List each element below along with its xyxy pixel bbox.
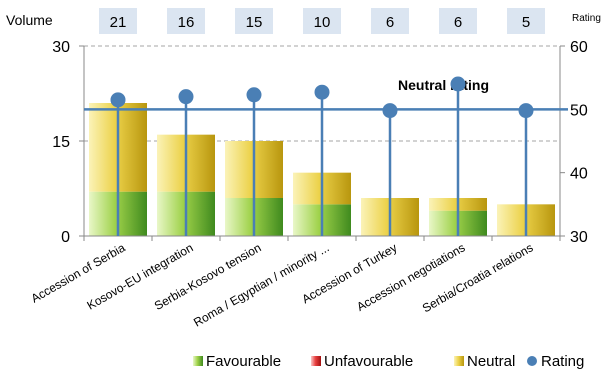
volume-total: 16 xyxy=(178,14,195,31)
legend-label-neutral: Neutral xyxy=(467,353,515,370)
right-tick-label: 30 xyxy=(570,229,588,246)
volume-total: 6 xyxy=(386,14,394,31)
volume-total-box xyxy=(235,8,273,34)
legend-swatch-neutral xyxy=(454,356,464,366)
right-tick-label: 40 xyxy=(570,166,588,183)
left-axis-ticks: 0 15 30 xyxy=(52,39,84,246)
volume-total: 21 xyxy=(110,14,127,31)
volume-total-box xyxy=(99,8,137,34)
left-tick-label: 0 xyxy=(61,229,70,246)
x-axis-label: Accession negotiations xyxy=(354,240,467,313)
legend-label-favourable: Favourable xyxy=(206,353,281,370)
legend-swatch-unfavourable xyxy=(311,356,321,366)
right-tick-label: 50 xyxy=(570,102,588,119)
volume-total: 10 xyxy=(314,14,331,31)
volume-total-box xyxy=(507,8,545,34)
right-tick-label: 60 xyxy=(570,39,588,56)
legend-swatch-rating xyxy=(527,356,537,366)
legend-label-rating: Rating xyxy=(541,353,584,370)
left-tick-label: 30 xyxy=(52,39,70,56)
volume-total: 5 xyxy=(522,14,530,31)
rating-point xyxy=(314,84,330,100)
volume-totals: 21 16 15 10 6 6 5 xyxy=(99,8,545,34)
volume-total-box xyxy=(371,8,409,34)
legend-swatch-favourable xyxy=(193,356,203,366)
right-axis-ticks: 30 40 50 60 xyxy=(560,39,588,246)
left-tick-label: 15 xyxy=(52,134,70,151)
volume-total-box xyxy=(303,8,341,34)
rating-stems xyxy=(116,84,528,236)
rating-point xyxy=(110,92,126,108)
rating-point xyxy=(382,103,398,119)
legend: Favourable Unfavourable Neutral Rating xyxy=(193,353,584,370)
rating-point xyxy=(518,103,534,119)
rating-point xyxy=(246,87,262,103)
x-axis-label: Serbia/Croatia relations xyxy=(420,240,536,315)
rating-points xyxy=(110,76,534,119)
neutral-rating-line: Neutral rating xyxy=(84,77,568,111)
rating-point xyxy=(450,76,466,92)
volume-total-box xyxy=(439,8,477,34)
legend-label-unfavourable: Unfavourable xyxy=(324,353,413,370)
right-axis-label: Rating xyxy=(572,13,601,24)
volume-total: 15 xyxy=(246,14,263,31)
volume-total-box xyxy=(167,8,205,34)
left-axis-label: Volume xyxy=(6,12,53,28)
neutral-rating-label: Neutral rating xyxy=(398,77,489,93)
volume-total: 6 xyxy=(454,14,462,31)
rating-point xyxy=(178,89,194,105)
